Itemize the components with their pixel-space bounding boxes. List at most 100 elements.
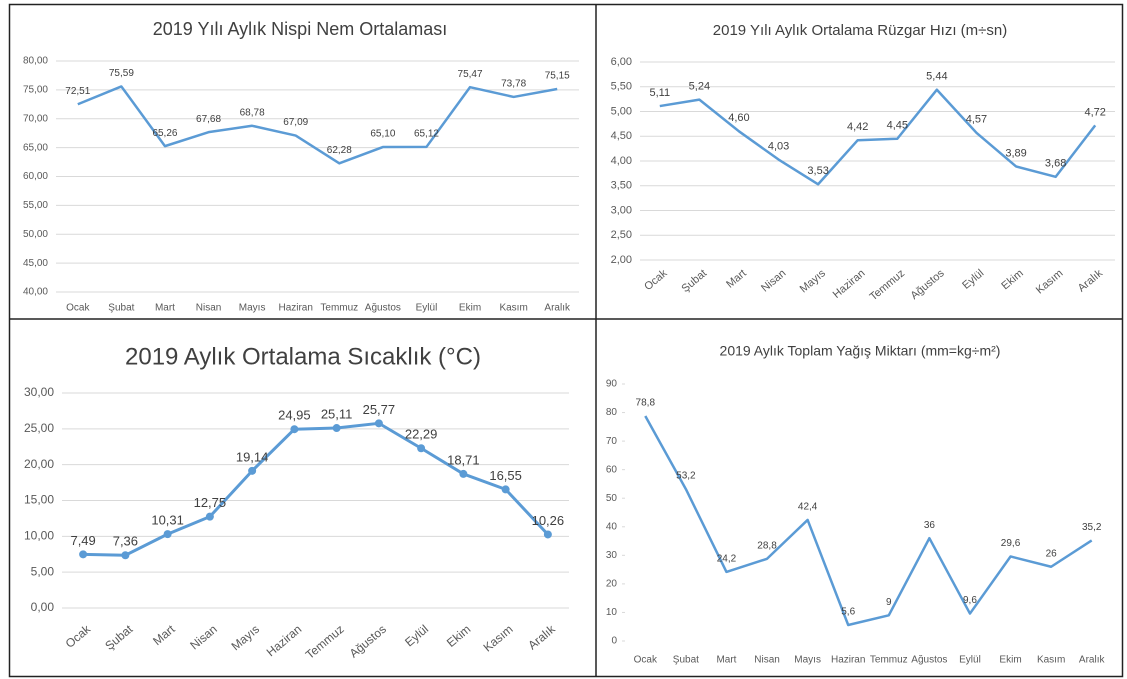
y-tick-label: 60 xyxy=(606,464,618,475)
data-label: 24,95 xyxy=(278,408,311,423)
data-label: 9 xyxy=(886,597,892,608)
data-label: 42,4 xyxy=(798,502,818,513)
data-label: 4,57 xyxy=(966,114,987,126)
data-point xyxy=(248,466,257,475)
data-label: 73,78 xyxy=(501,79,526,90)
x-tick-label: Aralık xyxy=(544,303,571,314)
data-point xyxy=(163,530,172,539)
x-tick-label: Kasım xyxy=(1037,655,1065,666)
data-label: 5,44 xyxy=(926,71,947,83)
y-tick-label: 6,00 xyxy=(611,56,632,68)
data-label: 29,6 xyxy=(1001,538,1021,549)
chart-title: 2019 Yılı Aylık Nispi Nem Ortalaması xyxy=(153,19,447,39)
data-point xyxy=(121,551,130,560)
data-line xyxy=(644,415,1093,627)
y-tick-label: 0,00 xyxy=(31,600,55,614)
data-label: 7,49 xyxy=(70,533,95,548)
chart-title: 2019 Aylık Ortalama Sıcaklık (°C) xyxy=(125,343,481,370)
x-tick-label: Temmuz xyxy=(870,655,908,666)
x-tick-label: Şubat xyxy=(108,303,134,314)
x-tick-label: Nisan xyxy=(196,303,222,314)
data-label: 3,53 xyxy=(807,165,828,177)
y-tick-label: 30 xyxy=(606,550,618,561)
data-label: 62,28 xyxy=(327,145,352,156)
x-tick-label: Ağustos xyxy=(365,303,401,314)
y-tick-label: 50 xyxy=(606,493,618,504)
data-label: 36 xyxy=(924,520,936,531)
y-tick-label: 5,00 xyxy=(31,564,55,578)
x-tick-label: Ekim xyxy=(999,655,1021,666)
x-tick-label: Haziran xyxy=(831,655,865,666)
data-label: 65,10 xyxy=(370,129,395,140)
data-label: 75,59 xyxy=(109,68,134,79)
data-label: 65,26 xyxy=(152,128,177,139)
x-tick-label: Kasım xyxy=(499,303,527,314)
data-label: 75,47 xyxy=(458,69,483,80)
y-tick-label: 80 xyxy=(606,407,618,418)
data-label: 4,72 xyxy=(1084,106,1105,118)
data-label: 28,8 xyxy=(757,540,777,551)
x-tick-label: Ağustos xyxy=(911,655,947,666)
data-point xyxy=(374,419,383,428)
data-line xyxy=(83,421,549,557)
data-label: 5,6 xyxy=(841,607,855,618)
data-label: 4,45 xyxy=(887,120,908,132)
data-point xyxy=(332,424,341,433)
data-label: 16,55 xyxy=(489,468,522,483)
x-tick-label: Eylül xyxy=(416,303,438,314)
x-tick-label: Ekim xyxy=(459,303,481,314)
y-tick-label: 10,00 xyxy=(24,529,54,543)
data-point xyxy=(290,425,299,434)
y-tick-label: 2,50 xyxy=(611,229,632,241)
x-tick-label: Mart xyxy=(155,303,175,314)
x-tick-label: Mayıs xyxy=(794,655,821,666)
y-tick-label: 0 xyxy=(611,636,617,647)
data-label: 5,24 xyxy=(689,81,710,93)
data-label: 10,26 xyxy=(532,513,565,528)
data-label: 25,77 xyxy=(363,402,396,417)
data-label: 35,2 xyxy=(1082,522,1102,533)
data-point xyxy=(501,485,510,494)
data-label: 12,75 xyxy=(194,495,227,510)
y-tick-label: 60,00 xyxy=(23,171,48,182)
y-tick-label: 80,00 xyxy=(23,56,48,67)
data-label: 9,6 xyxy=(963,595,977,606)
data-label: 3,89 xyxy=(1005,147,1026,159)
data-label: 3,68 xyxy=(1045,158,1066,170)
x-tick-label: Aralık xyxy=(1079,655,1106,666)
data-label: 5,11 xyxy=(649,87,670,99)
data-point xyxy=(79,550,88,559)
data-label: 25,11 xyxy=(321,406,353,421)
data-label: 75,15 xyxy=(545,71,570,82)
y-tick-label: 25,00 xyxy=(24,421,54,435)
data-label: 26 xyxy=(1046,548,1058,559)
data-label: 78,8 xyxy=(636,398,656,409)
y-tick-label: 30,00 xyxy=(24,385,54,399)
data-label: 7,36 xyxy=(113,534,138,549)
data-label: 67,09 xyxy=(283,117,308,128)
data-label: 18,71 xyxy=(447,452,480,467)
x-tick-label: Eylül xyxy=(959,655,981,666)
y-tick-label: 4,00 xyxy=(611,155,632,167)
x-tick-label: Şubat xyxy=(673,655,699,666)
data-label: 68,78 xyxy=(240,107,265,118)
y-tick-label: 75,00 xyxy=(23,85,48,96)
y-tick-label: 10 xyxy=(606,607,618,618)
y-tick-label: 20 xyxy=(606,579,618,590)
data-label: 67,68 xyxy=(196,114,221,125)
y-tick-label: 4,50 xyxy=(611,130,632,142)
data-label: 65,12 xyxy=(414,129,439,140)
data-label: 72,51 xyxy=(65,86,90,97)
y-tick-label: 3,50 xyxy=(611,180,632,192)
y-tick-label: 70 xyxy=(606,436,618,447)
data-label: 24,2 xyxy=(717,554,737,565)
data-line xyxy=(659,88,1097,186)
y-tick-label: 45,00 xyxy=(23,258,48,269)
data-label: 4,60 xyxy=(728,112,749,124)
data-point xyxy=(543,530,552,539)
x-tick-label: Mart xyxy=(716,655,736,666)
y-tick-label: 5,50 xyxy=(611,81,632,93)
x-tick-label: Temmuz xyxy=(320,303,358,314)
data-label: 22,29 xyxy=(405,427,438,442)
